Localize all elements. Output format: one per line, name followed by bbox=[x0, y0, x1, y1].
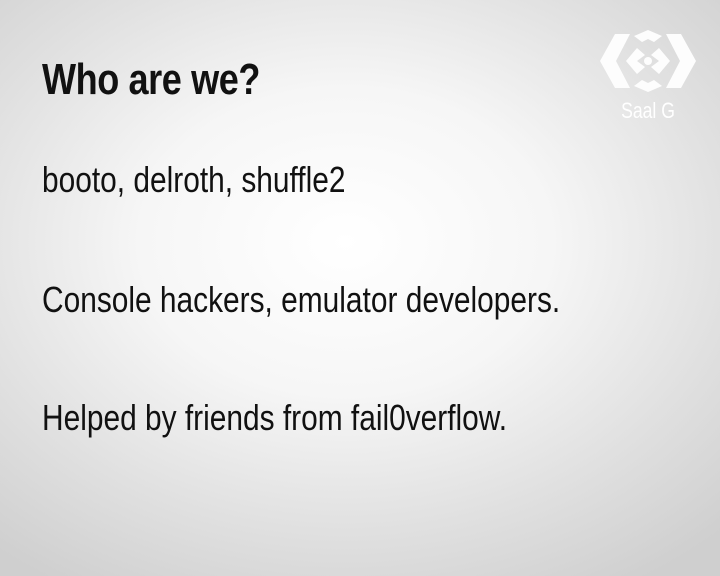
slide-line-names: booto, delroth, shuffle2 bbox=[42, 159, 346, 200]
saal-g-logo-icon bbox=[600, 30, 696, 92]
watermark-text: Saal G bbox=[621, 98, 675, 123]
slide-title: Who are we? bbox=[42, 55, 261, 104]
slide-line-roles: Console hackers, emulator developers. bbox=[42, 279, 561, 320]
watermark-logo: Saal G bbox=[598, 26, 698, 126]
slide-line-friends: Helped by friends from fail0verflow. bbox=[42, 397, 508, 438]
